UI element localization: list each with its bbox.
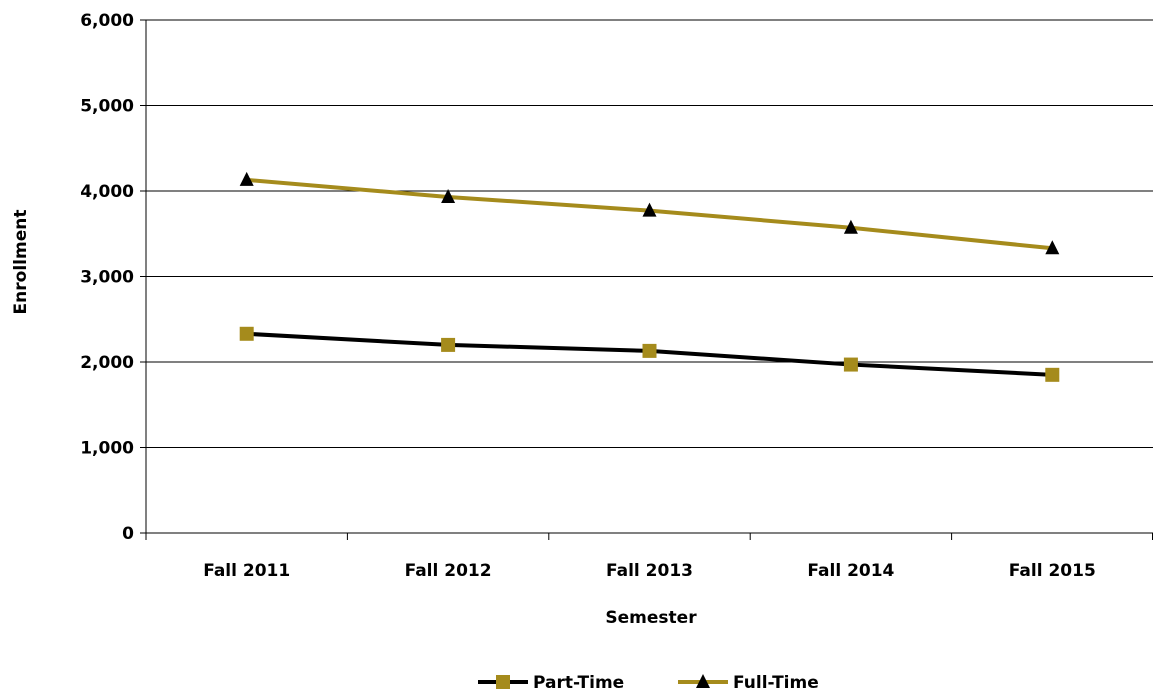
x-tick-label: Fall 2013 bbox=[606, 561, 693, 581]
y-tick-label: 5,000 bbox=[80, 97, 134, 117]
series bbox=[239, 171, 1060, 382]
y-tick-label: 0 bbox=[122, 524, 134, 544]
x-tick-labels: Fall 2011 Fall 2012 Fall 2013 Fall 2014 Fall… bbox=[203, 561, 1096, 581]
series-full-time bbox=[239, 171, 1060, 255]
data-point bbox=[1045, 240, 1060, 255]
legend-marker bbox=[696, 674, 710, 688]
series-part-time bbox=[239, 326, 1060, 382]
y-tick-label: 6,000 bbox=[80, 11, 134, 31]
y-tick-label: 3,000 bbox=[80, 268, 134, 288]
x-tick-label: Fall 2012 bbox=[405, 561, 492, 581]
data-point bbox=[1045, 367, 1060, 382]
data-point bbox=[642, 202, 657, 217]
x-tick-label: Fall 2011 bbox=[203, 561, 290, 581]
data-point bbox=[441, 188, 456, 203]
data-point bbox=[843, 357, 858, 372]
data-point bbox=[239, 171, 254, 186]
legend-label: Part-Time bbox=[533, 673, 624, 693]
y-tick-label: 1,000 bbox=[80, 439, 134, 459]
legend-entry: Full-Time bbox=[678, 673, 819, 693]
data-point bbox=[441, 337, 456, 352]
data-point bbox=[843, 219, 858, 234]
legend-marker bbox=[496, 675, 510, 689]
legend-label: Full-Time bbox=[733, 673, 819, 693]
y-tick-label: 4,000 bbox=[80, 182, 134, 202]
legend: Part-Time Full-Time bbox=[478, 673, 819, 693]
y-axis-title: Enrollment bbox=[11, 210, 31, 315]
data-point bbox=[239, 326, 254, 341]
y-tick-label: 2,000 bbox=[80, 353, 134, 373]
gridlines bbox=[146, 19, 1153, 448]
legend-entry: Part-Time bbox=[478, 673, 624, 693]
x-tick-label: Fall 2015 bbox=[1009, 561, 1096, 581]
axes bbox=[140, 19, 1153, 540]
x-axis-title: Semester bbox=[605, 608, 697, 628]
x-tick-label: Fall 2014 bbox=[807, 561, 894, 581]
y-tick-labels: 0 1,000 2,000 3,000 4,000 5,000 6,000 bbox=[80, 11, 134, 544]
data-point bbox=[642, 343, 657, 358]
